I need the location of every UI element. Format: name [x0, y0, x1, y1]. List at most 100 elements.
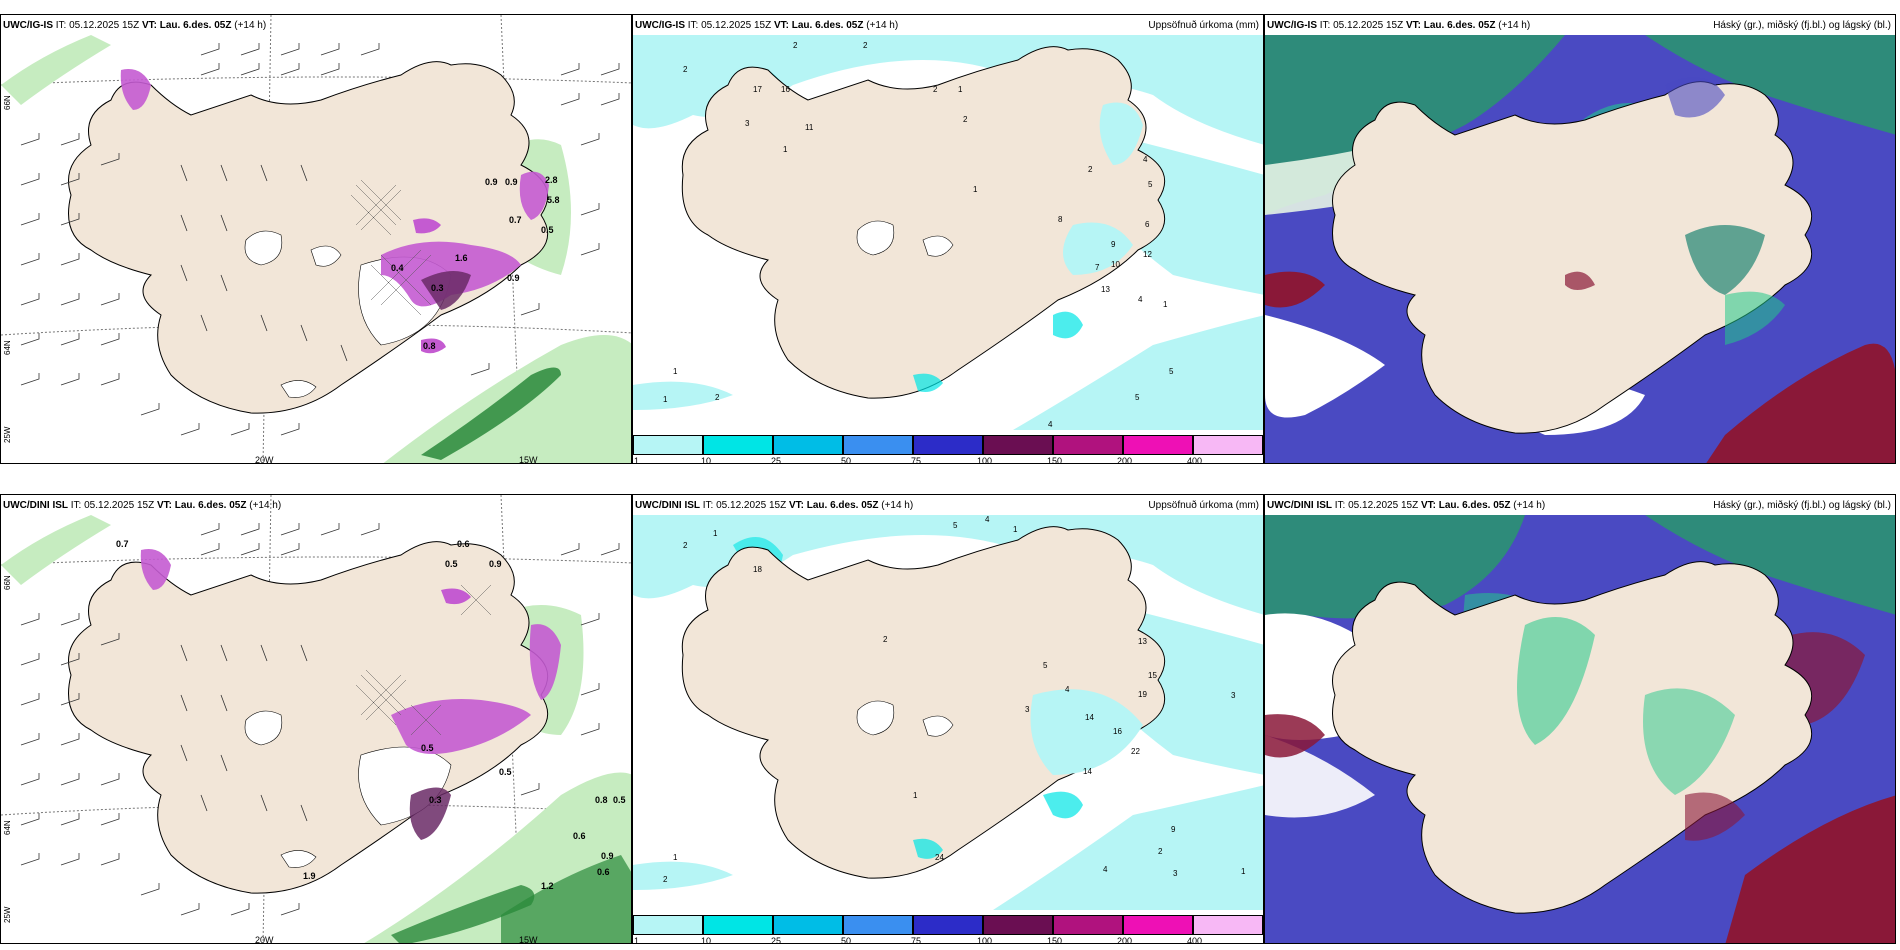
colorbar-tick: 50 — [841, 456, 852, 464]
accum-value: 9 — [1111, 240, 1116, 249]
colorbar-tick: 400 — [1187, 936, 1203, 944]
accum-value: 14 — [1085, 713, 1094, 722]
panel-title: UWC/DINI ISL IT: 05.12.2025 15Z VT: Lau.… — [1267, 500, 1546, 511]
accum-value: 1 — [973, 185, 978, 194]
colorbar-swatch — [843, 915, 913, 935]
accum-value: 22 — [1131, 747, 1140, 756]
precip-value: 0.5 — [541, 225, 554, 235]
accum-value: 12 — [1143, 250, 1152, 259]
accum-value: 10 — [1111, 260, 1120, 269]
precip-value: 0.9 — [489, 559, 502, 569]
lat-label-66n: 66N — [3, 575, 12, 590]
accum-value: 5 — [953, 521, 958, 530]
colorbar-tick: 75 — [911, 936, 922, 944]
lon-label-20w: 20W — [255, 935, 274, 944]
accum-value: 1 — [673, 367, 678, 376]
accum-value: 6 — [1145, 220, 1150, 229]
lon-left-label: 25W — [3, 426, 12, 443]
lat-label-66n: 66N — [3, 95, 12, 110]
accum-value: 16 — [781, 85, 790, 94]
accum-value: 2 — [793, 41, 798, 50]
panel-subtitle: Háský (gr.), miðský (fj.bl.) og lágský (… — [1713, 500, 1891, 511]
accum-value: 24 — [935, 853, 944, 862]
colorbar: 1 10 25 50 75 100 150 200 400 — [633, 915, 1263, 944]
accum-value: 2 — [1158, 847, 1163, 856]
map-cloud-row1 — [1265, 35, 1895, 463]
map-cloud-row2 — [1265, 515, 1895, 943]
map-precip-row2 — [1, 495, 631, 943]
panel-precip-row2[interactable]: UWC/DINI ISL IT: 05.12.2025 15Z VT: Lau.… — [0, 494, 632, 944]
panel-title: UWC/DINI ISL IT: 05.12.2025 15Z VT: Lau.… — [3, 500, 282, 511]
colorbar-swatch — [703, 915, 773, 935]
colorbar-tick: 150 — [1047, 456, 1063, 464]
panel-cloud-row1[interactable]: UWC/IG-IS IT: 05.12.2025 15Z VT: Lau. 6.… — [1264, 14, 1896, 464]
precip-value: 0.3 — [429, 795, 442, 805]
precip-value: 1.6 — [455, 253, 468, 263]
accum-value: 19 — [1138, 690, 1147, 699]
accum-value: 13 — [1101, 285, 1110, 294]
colorbar-swatch — [773, 435, 843, 455]
precip-value: 1.9 — [303, 871, 316, 881]
colorbar-tick: 25 — [771, 456, 782, 464]
colorbar-tick: 1 — [634, 456, 640, 464]
accum-value: 2 — [883, 635, 888, 644]
colorbar-swatch — [1193, 435, 1263, 455]
colorbar-tick: 150 — [1047, 936, 1063, 944]
accum-value: 4 — [1138, 295, 1143, 304]
lat-label-64n: 64N — [3, 820, 12, 835]
lon-label-15w: 15W — [519, 935, 538, 944]
accum-value: 1 — [713, 529, 718, 538]
colorbar-tick: 50 — [841, 936, 852, 944]
colorbar-tick: 200 — [1117, 456, 1133, 464]
accum-value: 7 — [1095, 263, 1100, 272]
colorbar-swatch — [983, 915, 1053, 935]
colorbar-tick: 100 — [977, 456, 993, 464]
accum-value: 5 — [1169, 367, 1174, 376]
accum-value: 2 — [663, 875, 668, 884]
panel-subtitle: Uppsöfnuð úrkoma (mm) — [1148, 20, 1259, 31]
lat-label-64n: 64N — [3, 340, 12, 355]
precip-value: 0.9 — [507, 273, 520, 283]
map-accum-row2 — [633, 515, 1263, 910]
iceland-land — [1332, 81, 1813, 434]
precip-value: 0.8 — [595, 795, 608, 805]
accum-value: 5 — [1043, 661, 1048, 670]
panel-subtitle: Háský (gr.), miðský (fj.bl.) og lágský (… — [1713, 20, 1891, 31]
accum-value: 3 — [1231, 691, 1236, 700]
accum-value: 2 — [1088, 165, 1093, 174]
accum-value: 8 — [1058, 215, 1063, 224]
accum-value: 2 — [715, 393, 720, 402]
panel-accum-row2[interactable]: UWC/DINI ISL IT: 05.12.2025 15Z VT: Lau.… — [632, 494, 1264, 944]
lon-label-15w: 15W — [519, 455, 538, 464]
precip-value: 2.8 — [545, 175, 558, 185]
panel-title: UWC/IG-IS IT: 05.12.2025 15Z VT: Lau. 6.… — [1267, 20, 1531, 31]
colorbar-tick: 100 — [977, 936, 993, 944]
accum-value: 18 — [753, 565, 762, 574]
precip-value: 0.8 — [423, 341, 436, 351]
iceland-land — [1332, 561, 1813, 914]
colorbar-tick: 25 — [771, 936, 782, 944]
colorbar-swatch — [1123, 435, 1193, 455]
colorbar-swatch — [1053, 915, 1123, 935]
accum-value: 1 — [1241, 867, 1246, 876]
accum-value: 1 — [958, 85, 963, 94]
map-accum-row1 — [633, 35, 1263, 430]
precip-value: 5.8 — [547, 195, 560, 205]
precip-value: 0.5 — [499, 767, 512, 777]
accum-value: 1 — [663, 395, 668, 404]
colorbar-tick: 400 — [1187, 456, 1203, 464]
lon-label-20w: 20W — [255, 455, 274, 464]
precip-value: 0.6 — [457, 539, 470, 549]
accum-value: 3 — [1025, 705, 1030, 714]
colorbar-tick: 10 — [701, 936, 712, 944]
panel-accum-row1[interactable]: UWC/IG-IS IT: 05.12.2025 15Z VT: Lau. 6.… — [632, 14, 1264, 464]
iceland-land — [681, 46, 1166, 399]
panel-cloud-row2[interactable]: UWC/DINI ISL IT: 05.12.2025 15Z VT: Lau.… — [1264, 494, 1896, 944]
panel-precip-row1[interactable]: UWC/IG-IS IT: 05.12.2025 15Z VT: Lau. 6.… — [0, 14, 632, 464]
accum-value: 2 — [683, 541, 688, 550]
colorbar-swatch — [633, 435, 703, 455]
accum-value: 16 — [1113, 727, 1122, 736]
accum-value: 4 — [985, 515, 990, 524]
accum-value: 15 — [1148, 671, 1157, 680]
accum-value: 14 — [1083, 767, 1092, 776]
